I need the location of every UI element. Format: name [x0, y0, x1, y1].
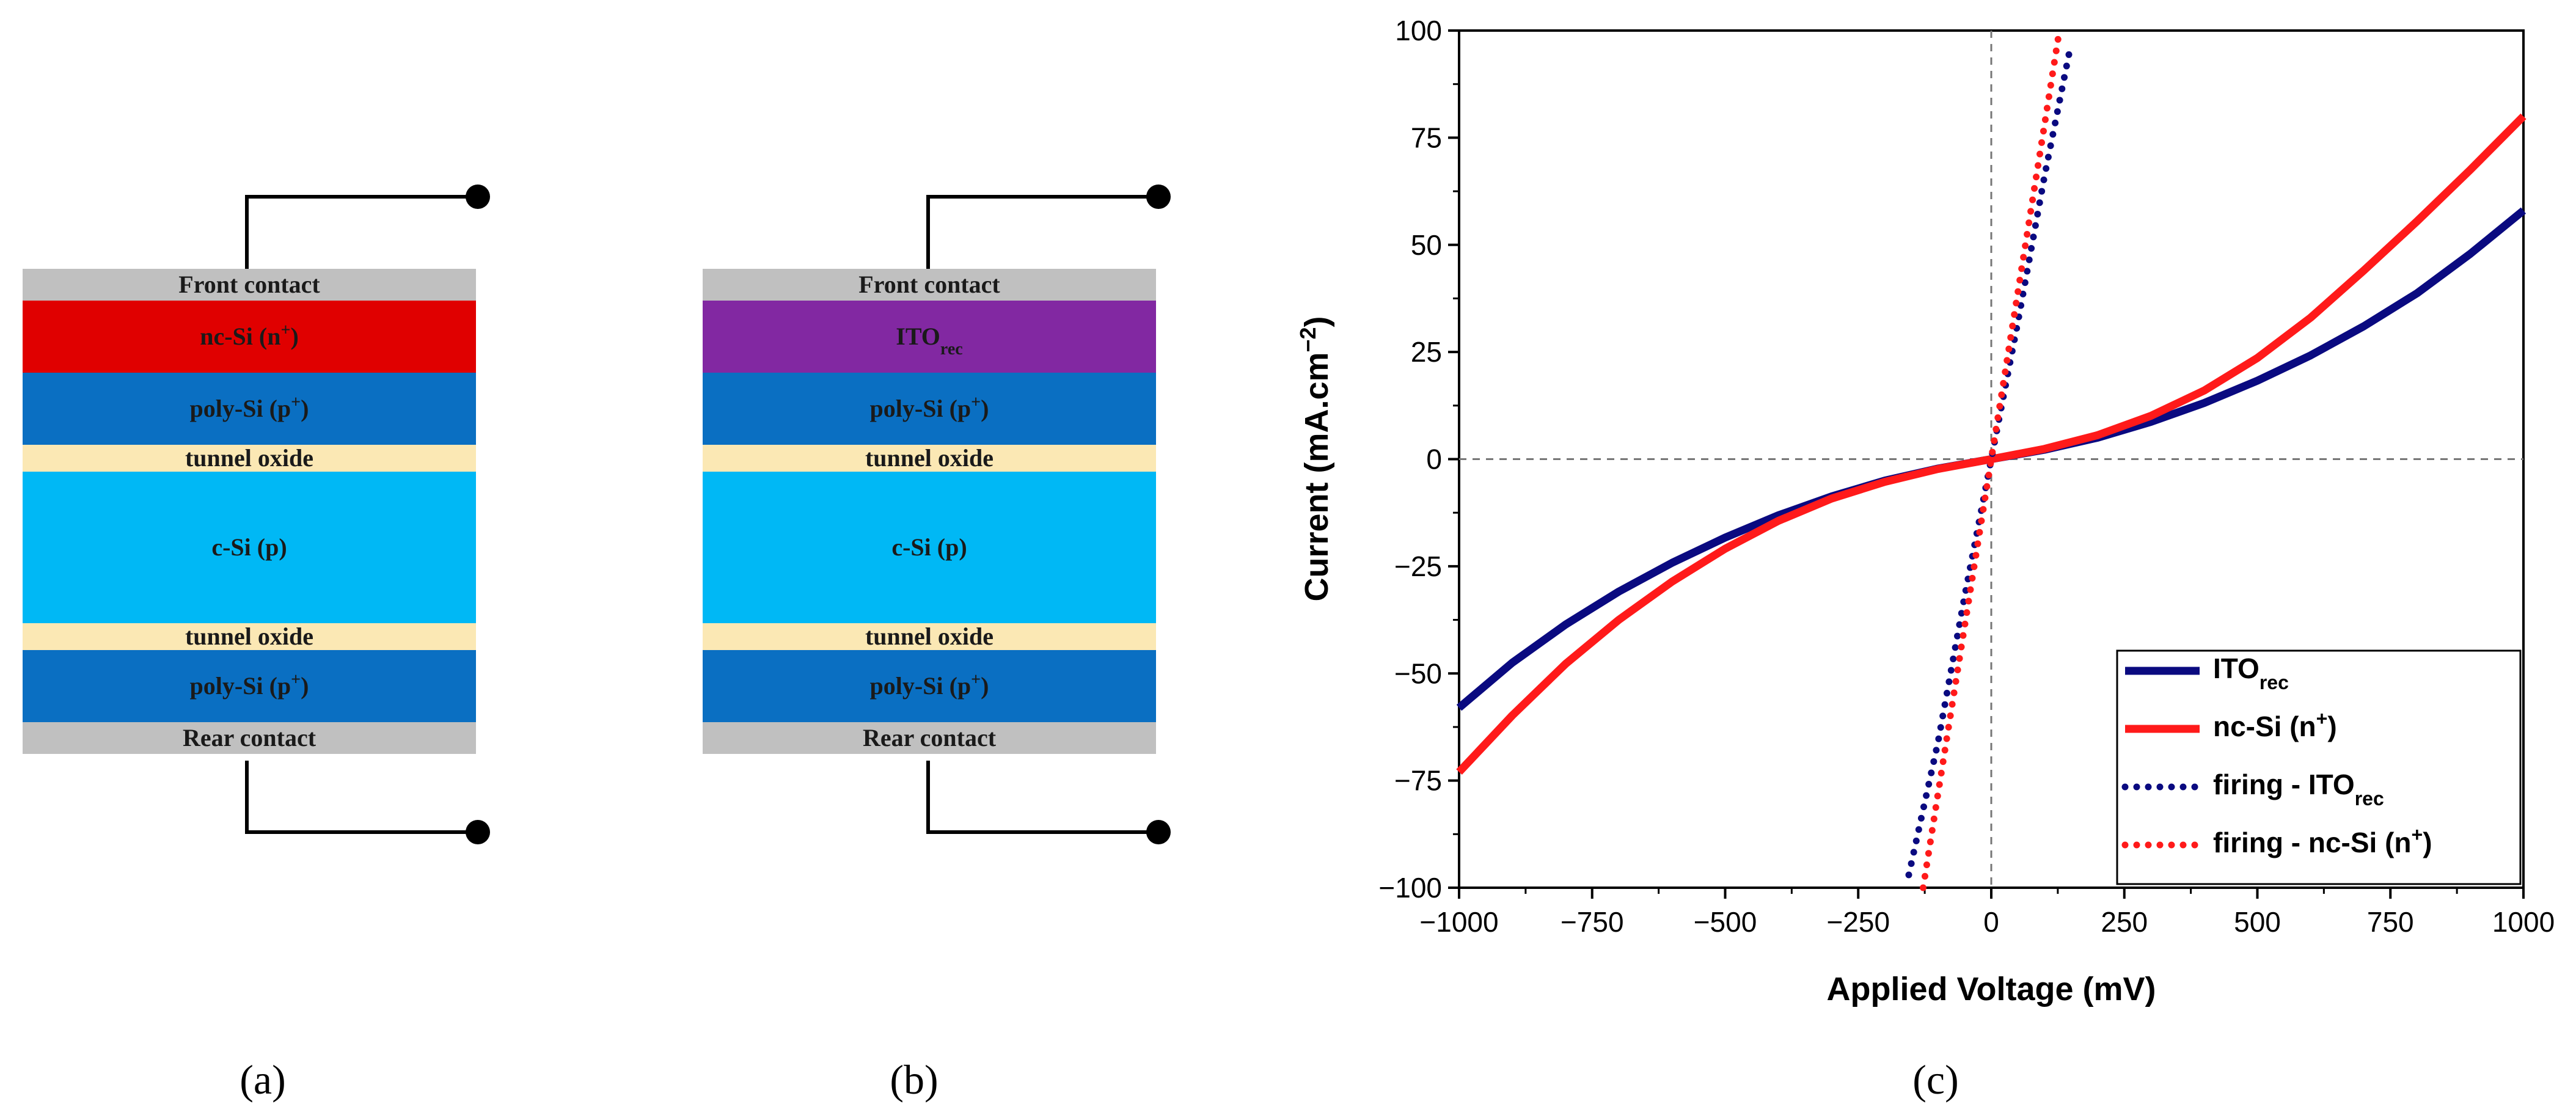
y-tick-label: 0: [1426, 444, 1442, 475]
panel-a-layer-tunnel-oxide-3: [23, 445, 476, 472]
iv-chart: −1000 −750 −500 −250 0 250 500 750 1000−100−75−5…: [1295, 15, 2555, 1007]
x-tick-label: 750: [2367, 906, 2414, 938]
x-tick-label: 1000: [2492, 906, 2555, 938]
panel-b-layer-front-contact-0: [703, 269, 1156, 301]
panel-a-layer-label-1: nc-Si (n+): [200, 321, 299, 351]
panel-b-rear-terminal: [1146, 820, 1171, 844]
panel-a-rear-wire: [245, 761, 478, 834]
y-axis-title: Current (mA.cm−2): [1295, 316, 1336, 601]
panel-b-layer-poly-si-p-2: [703, 373, 1156, 445]
legend-label-3: firing - nc-Si (n+): [2213, 824, 2432, 858]
panel-b-layer-label-7: Rear contact: [863, 724, 997, 751]
panel-a-front-wire: [245, 195, 478, 269]
panel-b-layer-rear-contact-7: [703, 722, 1156, 754]
panel-a-layer-nc-si-n-1: [23, 301, 476, 373]
panel-a-rear-terminal: [466, 820, 490, 844]
panel-a-layer-label-2: poly-Si (p+): [190, 393, 309, 423]
panel-a-front-terminal: [466, 185, 490, 209]
y-tick-label: 100: [1395, 15, 1442, 46]
axis-ticks: −1000 −750 −500 −250 0 250 500 750 1000−100−75−5…: [1378, 15, 2555, 938]
chart-series: [1456, 27, 2527, 891]
panel-b-layer-poly-si-p-6: [703, 650, 1156, 722]
panel-a-stack-diagram: Front contact nc-Si (n+) poly-Si (p+) tunne…: [23, 185, 490, 844]
chart-legend: ITOrec nc-Si (n+) firing - ITOrec firing - …: [2116, 649, 2522, 885]
panel-a-layer-label-6: poly-Si (p+): [190, 670, 309, 700]
y-tick-label: 75: [1411, 122, 1442, 153]
series-line-firing-nc-si-n: [1920, 27, 2063, 891]
panel-b-layer-c-si-p-4: [703, 472, 1156, 623]
x-tick-label: −250: [1826, 906, 1890, 938]
panel-a-layer-label-7: Rear contact: [183, 724, 317, 751]
panel-a-layer-poly-si-p-2: [23, 373, 476, 445]
series-line-nc-si-n: [1456, 113, 2527, 775]
y-tick-label: −50: [1394, 657, 1442, 689]
panel-c-label: (c): [1912, 1056, 1958, 1103]
series-line-firing-itorec: [1905, 40, 2075, 879]
panel-b-layer-stack: Front contact ITOrec poly-Si (p+) tunnel ox…: [703, 269, 1156, 754]
y-tick-label: 50: [1411, 229, 1442, 261]
panel-a-layer-label-5: tunnel oxide: [185, 623, 313, 650]
x-tick-label: −750: [1561, 906, 1624, 938]
legend-label-2: firing - ITOrec: [2213, 769, 2384, 810]
panel-a-layer-front-contact-0: [23, 269, 476, 301]
panel-b-front-terminal: [1146, 185, 1171, 209]
panel-b-label: (b): [890, 1056, 938, 1103]
panel-b-layer-tunnel-oxide-5: [703, 623, 1156, 650]
x-tick-label: 250: [2101, 906, 2148, 938]
panel-a-layer-poly-si-p-6: [23, 650, 476, 722]
y-tick-label: −100: [1378, 872, 1442, 904]
panel-a-layer-stack: Front contact nc-Si (n+) poly-Si (p+) tunne…: [23, 269, 476, 754]
x-tick-label: 0: [1983, 906, 1999, 938]
x-tick-label: 500: [2234, 906, 2281, 938]
panel-b-layer-itorec-1: [703, 301, 1156, 373]
panel-b-layer-label-1: ITOrec: [896, 323, 962, 359]
panel-b-layer-label-4: c-Si (p): [891, 533, 967, 561]
panel-a-layer-tunnel-oxide-5: [23, 623, 476, 650]
panel-b-rear-wire: [926, 761, 1158, 834]
panel-a-layer-c-si-p-4: [23, 472, 476, 623]
y-tick-label: −25: [1394, 550, 1442, 582]
x-axis-title: Applied Voltage (mV): [1826, 971, 2156, 1007]
panel-b-stack-diagram: Front contact ITOrec poly-Si (p+) tunnel ox…: [703, 185, 1171, 844]
x-tick-label: −500: [1694, 906, 1757, 938]
y-tick-label: 25: [1411, 336, 1442, 368]
panel-b-layer-label-3: tunnel oxide: [865, 444, 993, 472]
panel-b-front-wire: [926, 195, 1158, 269]
zero-reference-lines: [1459, 31, 2523, 888]
panel-a-layer-label-3: tunnel oxide: [185, 444, 313, 472]
legend-label-0: ITOrec: [2213, 653, 2289, 693]
panel-a-layer-label-0: Front contact: [178, 271, 320, 298]
legend-label-1: nc-Si (n+): [2213, 707, 2337, 742]
panel-a-label: (a): [240, 1056, 285, 1103]
panel-b-layer-tunnel-oxide-3: [703, 445, 1156, 472]
x-tick-label: −1000: [1419, 906, 1498, 938]
panel-b-layer-label-6: poly-Si (p+): [870, 670, 989, 700]
panel-b-layer-label-2: poly-Si (p+): [870, 393, 989, 423]
panel-b-layer-label-5: tunnel oxide: [865, 623, 993, 650]
panel-a-layer-label-4: c-Si (p): [211, 533, 287, 561]
y-tick-label: −75: [1394, 765, 1442, 797]
panel-b-layer-label-0: Front contact: [858, 271, 1000, 298]
panel-a-layer-rear-contact-7: [23, 722, 476, 754]
